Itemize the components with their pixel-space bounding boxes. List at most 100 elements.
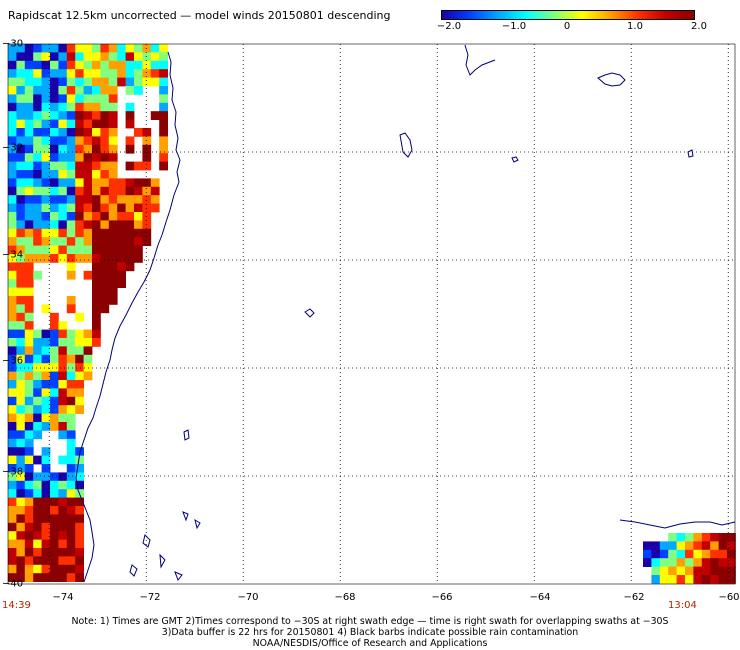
wind-cell (75, 136, 84, 146)
wind-cell (83, 178, 93, 188)
wind-cell (693, 541, 703, 551)
wind-cell (58, 60, 68, 70)
wind-cell (50, 497, 59, 507)
wind-cell (66, 380, 76, 389)
wind-cell (75, 52, 84, 62)
wind-cell (16, 472, 26, 482)
wind-cell (66, 128, 76, 137)
wind-cell (50, 86, 59, 95)
wind-cell (24, 52, 34, 62)
wind-cell (66, 388, 76, 398)
wind-cell (83, 371, 93, 381)
wind-cell (693, 575, 703, 584)
wind-cell (66, 245, 76, 255)
wind-cell (16, 422, 26, 431)
wind-cell (33, 60, 42, 70)
wind-cell (117, 186, 126, 196)
wind-cell (66, 514, 76, 524)
wind-cell (33, 346, 42, 356)
wind-cell (83, 69, 93, 78)
wind-cell (50, 237, 59, 246)
wind-cell (134, 203, 143, 213)
wind-cell (125, 102, 135, 112)
wind-cell (8, 573, 17, 582)
wind-cell (142, 44, 152, 53)
colorbar-tick-label: 1.0 (627, 21, 643, 32)
wind-cell (33, 111, 42, 120)
wind-cell (24, 245, 34, 255)
wind-cell (83, 86, 93, 95)
wind-cell (75, 380, 84, 389)
wind-cell (58, 161, 68, 171)
wind-cell (16, 564, 26, 574)
wind-cell (83, 94, 93, 104)
wind-cell (92, 279, 101, 288)
wind-cell (92, 245, 101, 255)
wind-cell (50, 94, 59, 104)
wind-cell (24, 170, 34, 179)
wind-cell (58, 413, 68, 423)
wind-cell (676, 575, 686, 584)
wind-cell (24, 346, 34, 356)
wind-cell (33, 94, 42, 104)
wind-cell (83, 170, 93, 179)
wind-cell (75, 472, 84, 482)
wind-cell (66, 346, 76, 356)
wind-cell (41, 228, 51, 238)
wind-cell (33, 354, 42, 364)
wind-cell (117, 270, 126, 280)
wind-cell (50, 564, 59, 574)
wind-cell (8, 430, 17, 440)
wind-cell (8, 94, 17, 104)
wind-cell (16, 161, 26, 171)
wind-cell (24, 254, 34, 263)
wind-cell (676, 558, 686, 567)
wind-cell (50, 111, 59, 120)
wind-cell (16, 531, 26, 540)
wind-cell (727, 558, 736, 567)
wind-cell (66, 413, 76, 423)
wind-cell (41, 455, 51, 465)
wind-cell (117, 60, 126, 70)
wind-cell (142, 178, 152, 188)
wind-cell (159, 161, 168, 171)
wind-cell (50, 60, 59, 70)
wind-cell (58, 564, 68, 574)
wind-cell (92, 304, 101, 314)
wind-cell (16, 388, 26, 398)
wind-cell (92, 77, 101, 87)
wind-cell (16, 220, 26, 230)
wind-cell (66, 548, 76, 557)
wind-cell (16, 380, 26, 389)
wind-cell (41, 346, 51, 356)
wind-cell (58, 111, 68, 120)
wind-cell (16, 94, 26, 104)
wind-cell (117, 69, 126, 78)
wind-cell (134, 161, 143, 171)
wind-cell (66, 52, 76, 62)
wind-cell (693, 566, 703, 576)
wind-cell (58, 489, 68, 498)
wind-cell (24, 338, 34, 347)
wind-cell (58, 497, 68, 507)
wind-cell (41, 447, 51, 456)
wind-cell (710, 541, 719, 551)
wind-cell (33, 77, 42, 87)
wind-cell (58, 119, 68, 129)
footnote-line: 3)Data buffer is 22 hrs for 20150801 4) … (161, 627, 579, 638)
wind-cell (24, 438, 34, 448)
wind-cell (50, 195, 59, 204)
wind-cell (58, 522, 68, 532)
wind-cell (117, 245, 126, 255)
wind-cell (8, 279, 17, 288)
wind-cell (50, 329, 59, 339)
wind-cell (108, 296, 118, 305)
wind-cell (24, 279, 34, 288)
wind-cell (50, 405, 59, 414)
wind-cell (693, 558, 703, 567)
wind-cell (100, 60, 110, 70)
wind-cell (75, 497, 84, 507)
wind-cell (66, 270, 76, 280)
wind-cell (125, 245, 135, 255)
wind-cell (117, 237, 126, 246)
